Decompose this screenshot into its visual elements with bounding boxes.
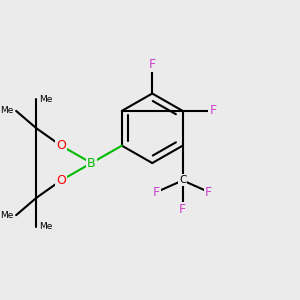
Text: C: C [179,176,186,185]
Text: Me: Me [0,106,13,116]
Text: F: F [205,185,212,199]
Text: F: F [209,104,217,117]
Text: Me: Me [39,95,53,104]
Text: F: F [179,203,186,216]
Text: F: F [153,185,160,199]
Text: Me: Me [0,211,13,220]
Text: O: O [56,174,66,187]
Text: F: F [149,58,156,71]
Text: Me: Me [39,222,53,231]
Text: B: B [87,157,96,169]
Text: O: O [56,139,66,152]
